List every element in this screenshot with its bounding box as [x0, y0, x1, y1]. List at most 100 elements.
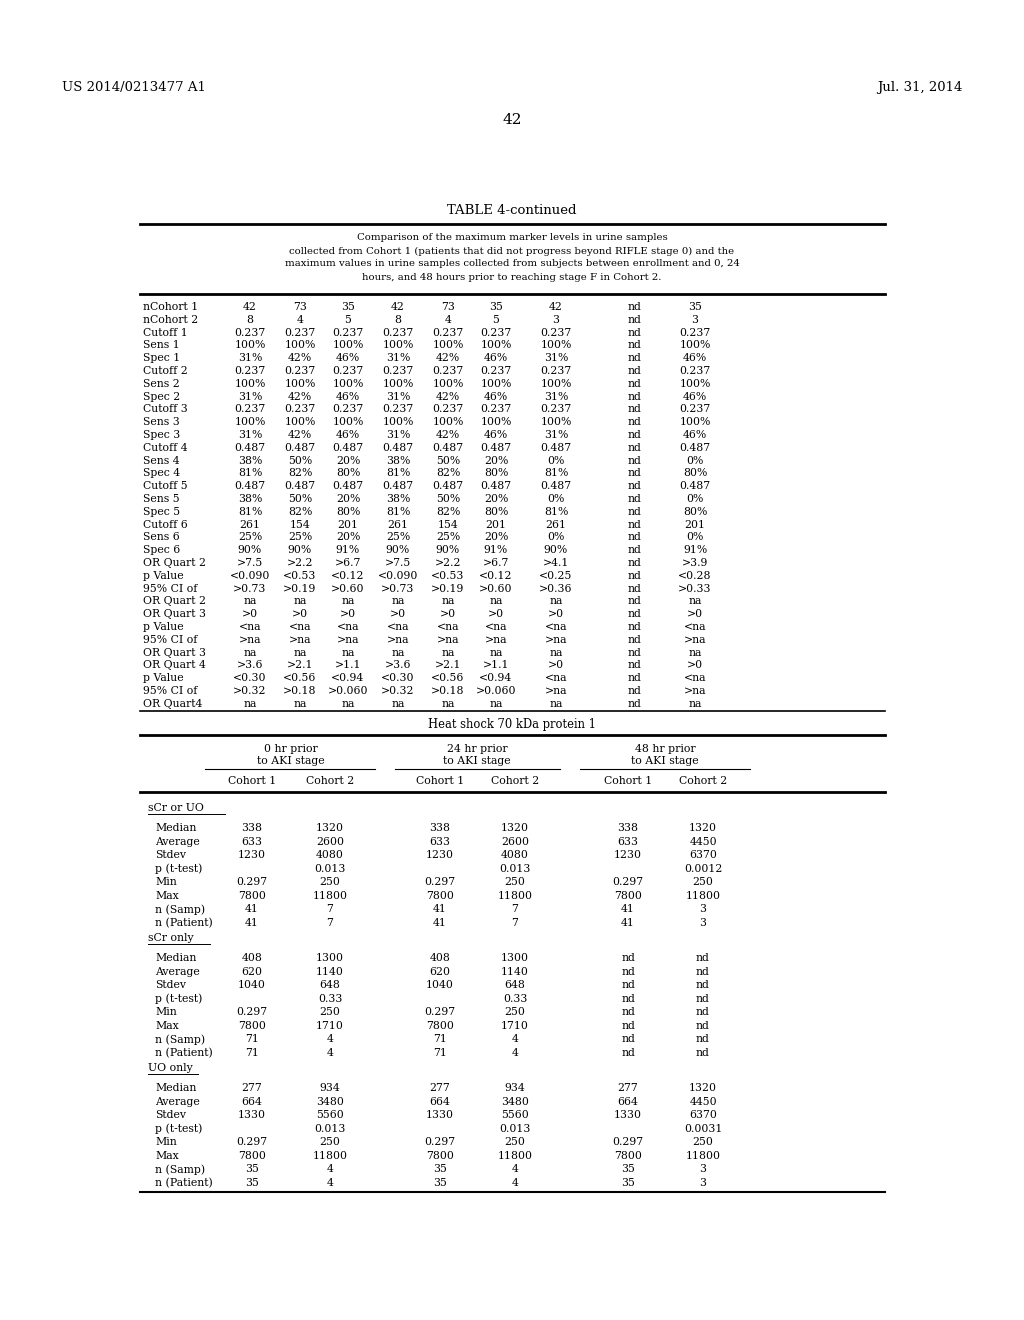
Text: 82%: 82% — [436, 507, 460, 517]
Text: 4: 4 — [327, 1164, 334, 1175]
Text: 35: 35 — [489, 302, 503, 312]
Text: 0.487: 0.487 — [541, 482, 571, 491]
Text: 46%: 46% — [484, 354, 508, 363]
Text: na: na — [441, 648, 455, 657]
Text: Average: Average — [155, 1097, 200, 1107]
Text: nd: nd — [628, 583, 642, 594]
Text: 0.297: 0.297 — [424, 1007, 456, 1018]
Text: na: na — [441, 597, 455, 606]
Text: OR Quart4: OR Quart4 — [143, 698, 203, 709]
Text: 31%: 31% — [238, 430, 262, 440]
Text: 0.237: 0.237 — [432, 327, 464, 338]
Text: >0: >0 — [687, 660, 703, 671]
Text: 1140: 1140 — [316, 968, 344, 977]
Text: >0.060: >0.060 — [476, 686, 516, 696]
Text: nd: nd — [628, 366, 642, 376]
Text: Spec 3: Spec 3 — [143, 430, 180, 440]
Text: 100%: 100% — [382, 379, 414, 389]
Text: 7800: 7800 — [426, 1020, 454, 1031]
Text: >6.7: >6.7 — [482, 558, 509, 568]
Text: 82%: 82% — [288, 469, 312, 478]
Text: >1.1: >1.1 — [482, 660, 509, 671]
Text: 1710: 1710 — [501, 1020, 529, 1031]
Text: 3: 3 — [691, 314, 698, 325]
Text: 41: 41 — [433, 917, 446, 928]
Text: na: na — [441, 698, 455, 709]
Text: 90%: 90% — [544, 545, 568, 556]
Text: 0.237: 0.237 — [679, 327, 711, 338]
Text: to AKI stage: to AKI stage — [631, 756, 698, 767]
Text: nd: nd — [628, 532, 642, 543]
Text: na: na — [293, 648, 306, 657]
Text: nd: nd — [628, 469, 642, 478]
Text: 80%: 80% — [483, 469, 508, 478]
Text: sCr only: sCr only — [148, 933, 194, 944]
Text: 201: 201 — [684, 520, 706, 529]
Text: >1.1: >1.1 — [335, 660, 361, 671]
Text: 80%: 80% — [483, 507, 508, 517]
Text: 201: 201 — [338, 520, 358, 529]
Text: 48 hr prior: 48 hr prior — [635, 744, 695, 755]
Text: 5: 5 — [493, 314, 500, 325]
Text: <0.56: <0.56 — [284, 673, 316, 684]
Text: >0: >0 — [390, 610, 407, 619]
Text: 11800: 11800 — [498, 891, 532, 902]
Text: 3480: 3480 — [501, 1097, 529, 1107]
Text: 4: 4 — [512, 1048, 518, 1057]
Text: na: na — [341, 597, 354, 606]
Text: 261: 261 — [546, 520, 566, 529]
Text: >0.60: >0.60 — [331, 583, 365, 594]
Text: sCr or UO: sCr or UO — [148, 804, 204, 813]
Text: 0.237: 0.237 — [234, 404, 265, 414]
Text: 7800: 7800 — [614, 1151, 642, 1162]
Text: 46%: 46% — [683, 354, 708, 363]
Text: >0.60: >0.60 — [479, 583, 513, 594]
Text: Min: Min — [155, 1007, 177, 1018]
Text: Min: Min — [155, 878, 177, 887]
Text: <na: <na — [545, 622, 567, 632]
Text: 42%: 42% — [288, 354, 312, 363]
Text: 0.487: 0.487 — [680, 442, 711, 453]
Text: 0.237: 0.237 — [480, 404, 512, 414]
Text: 100%: 100% — [432, 417, 464, 428]
Text: 38%: 38% — [238, 455, 262, 466]
Text: 1710: 1710 — [316, 1020, 344, 1031]
Text: maximum values in urine samples collected from subjects between enrollment and 0: maximum values in urine samples collecte… — [285, 260, 739, 268]
Text: <0.090: <0.090 — [229, 570, 270, 581]
Text: >na: >na — [289, 635, 311, 644]
Text: <na: <na — [684, 622, 707, 632]
Text: nd: nd — [622, 1020, 635, 1031]
Text: nd: nd — [628, 597, 642, 606]
Text: Cohort 2: Cohort 2 — [679, 776, 727, 787]
Text: 0.237: 0.237 — [480, 366, 512, 376]
Text: 338: 338 — [242, 824, 262, 833]
Text: 11800: 11800 — [498, 1151, 532, 1162]
Text: 0.237: 0.237 — [541, 366, 571, 376]
Text: Comparison of the maximum marker levels in urine samples: Comparison of the maximum marker levels … — [356, 234, 668, 243]
Text: 20%: 20% — [336, 455, 360, 466]
Text: OR Quart 3: OR Quart 3 — [143, 648, 206, 657]
Text: <na: <na — [289, 622, 311, 632]
Text: na: na — [688, 597, 701, 606]
Text: 0.0012: 0.0012 — [684, 865, 722, 874]
Text: 100%: 100% — [285, 379, 315, 389]
Text: 1330: 1330 — [238, 1110, 266, 1121]
Text: nd: nd — [628, 341, 642, 350]
Text: >2.1: >2.1 — [287, 660, 313, 671]
Text: 35: 35 — [245, 1177, 259, 1188]
Text: 81%: 81% — [238, 469, 262, 478]
Text: >na: >na — [387, 635, 410, 644]
Text: 1230: 1230 — [238, 850, 266, 861]
Text: 81%: 81% — [386, 507, 411, 517]
Text: 42: 42 — [391, 302, 404, 312]
Text: 338: 338 — [429, 824, 451, 833]
Text: Spec 6: Spec 6 — [143, 545, 180, 556]
Text: 46%: 46% — [336, 430, 360, 440]
Text: na: na — [489, 597, 503, 606]
Text: 250: 250 — [692, 878, 714, 887]
Text: nd: nd — [628, 417, 642, 428]
Text: >na: >na — [239, 635, 261, 644]
Text: 3: 3 — [699, 904, 707, 915]
Text: 3: 3 — [699, 917, 707, 928]
Text: 35: 35 — [433, 1177, 446, 1188]
